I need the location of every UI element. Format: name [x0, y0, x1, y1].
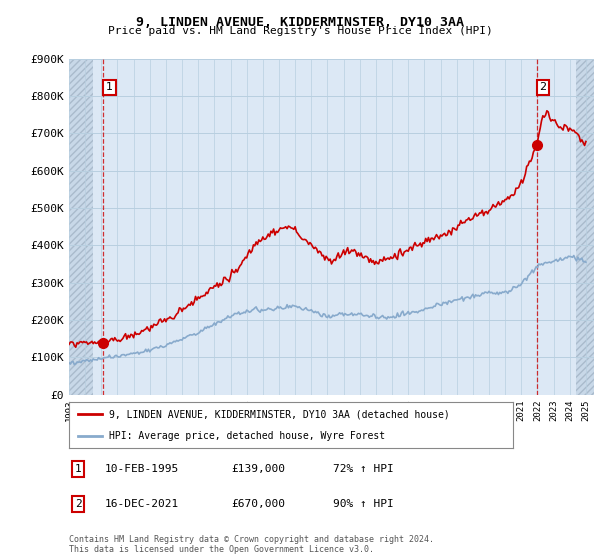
Text: 1: 1 — [106, 82, 113, 92]
Text: Contains HM Land Registry data © Crown copyright and database right 2024.
This d: Contains HM Land Registry data © Crown c… — [69, 535, 434, 554]
Text: £670,000: £670,000 — [231, 499, 285, 509]
Text: HPI: Average price, detached house, Wyre Forest: HPI: Average price, detached house, Wyre… — [109, 431, 385, 441]
Text: 9, LINDEN AVENUE, KIDDERMINSTER, DY10 3AA: 9, LINDEN AVENUE, KIDDERMINSTER, DY10 3A… — [136, 16, 464, 29]
Bar — [576, 59, 594, 395]
Text: £139,000: £139,000 — [231, 464, 285, 474]
Text: 10-FEB-1995: 10-FEB-1995 — [105, 464, 179, 474]
Bar — [69, 59, 93, 395]
Text: 16-DEC-2021: 16-DEC-2021 — [105, 499, 179, 509]
Text: 9, LINDEN AVENUE, KIDDERMINSTER, DY10 3AA (detached house): 9, LINDEN AVENUE, KIDDERMINSTER, DY10 3A… — [109, 409, 450, 419]
Text: 2: 2 — [539, 82, 547, 92]
Text: 1: 1 — [74, 464, 82, 474]
Text: 72% ↑ HPI: 72% ↑ HPI — [333, 464, 394, 474]
Text: Price paid vs. HM Land Registry's House Price Index (HPI): Price paid vs. HM Land Registry's House … — [107, 26, 493, 36]
Text: 90% ↑ HPI: 90% ↑ HPI — [333, 499, 394, 509]
Text: 2: 2 — [74, 499, 82, 509]
